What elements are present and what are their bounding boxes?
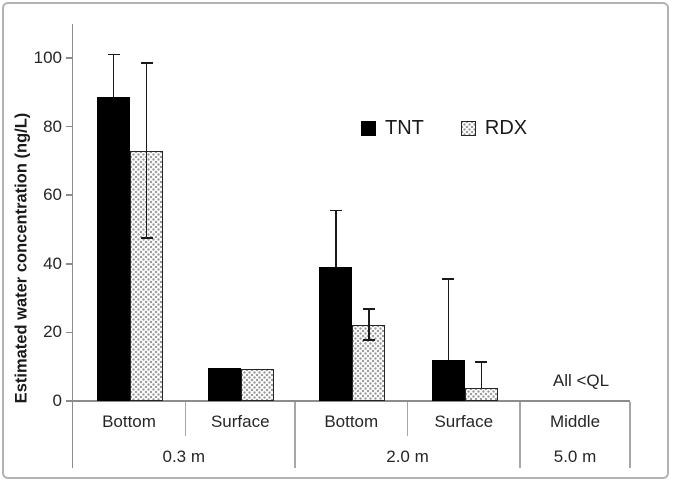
axis-table-divider <box>519 402 521 468</box>
y-tick-mark <box>66 125 73 128</box>
error-bar-cap <box>362 308 375 310</box>
bar-tnt-0 <box>97 97 130 401</box>
error-bar-line <box>112 54 115 98</box>
axis-table-divider <box>406 402 409 436</box>
category-label: Surface <box>210 412 270 431</box>
axis-table-divider <box>629 402 631 468</box>
y-tick-mark <box>66 194 73 196</box>
error-bar-cap <box>107 53 120 56</box>
annotation-all-below-ql: All <QL <box>552 371 610 390</box>
error-bar-line <box>447 279 449 360</box>
bar-rdx-0 <box>130 150 163 401</box>
legend-label-rdx: RDX <box>484 117 528 139</box>
group-label: 2.0 m <box>386 447 429 466</box>
error-bar-cap <box>442 278 455 280</box>
legend-label-tnt: TNT <box>385 117 424 139</box>
error-bar-line <box>145 63 148 239</box>
y-tick-label: 100 <box>33 48 62 67</box>
category-label: Bottom <box>102 412 156 431</box>
error-bar-cap <box>329 209 342 212</box>
error-bar-cap <box>140 62 153 64</box>
axis-table-divider <box>294 402 296 468</box>
y-axis-line <box>71 24 74 468</box>
y-tick-mark <box>66 57 73 59</box>
bar-rdx-3 <box>464 387 498 401</box>
x-axis-line <box>71 400 630 402</box>
bar-tnt-3 <box>431 359 465 401</box>
category-label: Bottom <box>324 412 379 431</box>
y-tick-label: 40 <box>43 253 62 273</box>
group-label: 0.3 m <box>162 447 206 466</box>
bar-tnt-2 <box>319 267 353 401</box>
error-bar-line <box>368 309 370 340</box>
category-label: Surface <box>434 412 494 431</box>
error-bar-cap <box>475 361 488 363</box>
bar-tnt-1 <box>208 368 242 401</box>
y-tick-mark <box>66 400 73 402</box>
error-bar-line <box>335 210 337 268</box>
y-tick-label: 20 <box>43 322 62 342</box>
axis-table-divider <box>184 402 187 436</box>
y-tick-mark <box>66 331 73 334</box>
legend-swatch-rdx-icon <box>460 121 476 136</box>
y-tick-label: 80 <box>43 116 62 136</box>
y-tick-label: 0 <box>52 391 62 410</box>
legend-swatch-tnt-icon <box>361 121 376 136</box>
group-label: 5.0 m <box>553 447 597 466</box>
bar-rdx-1 <box>241 369 275 401</box>
y-tick-mark <box>66 263 73 265</box>
y-tick-label: 60 <box>43 185 62 205</box>
error-bar-cap <box>140 237 153 239</box>
error-bar-cap <box>362 339 375 341</box>
error-bar-line <box>480 361 482 388</box>
category-label: Middle <box>549 412 601 431</box>
legend: TNT RDX <box>361 117 527 140</box>
